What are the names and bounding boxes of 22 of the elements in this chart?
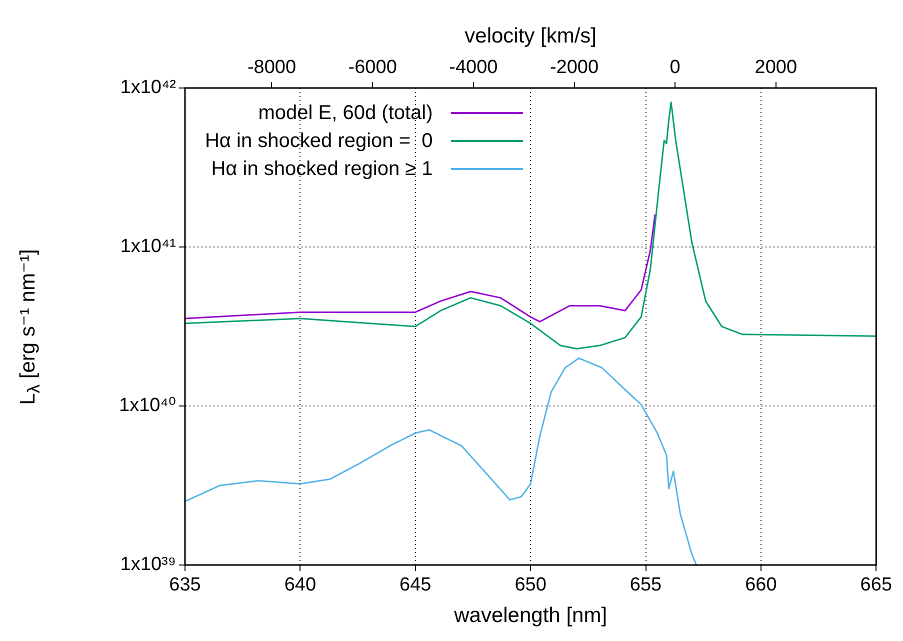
x-tick-label: 655 [630,574,662,596]
x-tick-label: 665 [860,574,892,596]
legend-label: Hα in shocked region = 0 [204,129,433,154]
y-tick-label: 1x10⁴² [120,77,176,98]
legend-label: model E, 60d (total) [258,101,433,126]
x2-axis-title: velocity [km/s] [464,24,596,48]
x2-tick-label: -8000 [247,56,296,78]
x-tick-label: 640 [284,574,316,596]
x-tick-label: 645 [400,574,432,596]
x2-tick-label: 2000 [754,56,798,78]
x2-tick-label: 0 [670,56,680,78]
y-tick-label: 1x10³⁹ [120,554,176,576]
x-tick-label: 650 [514,574,546,596]
x2-tick-label: -6000 [348,56,397,78]
x2-tick-label: -2000 [550,56,599,78]
y-tick-label: 1x10⁴¹ [120,236,176,258]
x-axis-title: wavelength [nm] [453,604,608,628]
y-tick-label: 1x10⁴⁰ [118,395,176,416]
x-tick-label: 660 [745,574,777,596]
x-tick-label: 635 [169,574,201,596]
x2-tick-label: -4000 [449,56,498,78]
legend-label: Hα in shocked region ≥ 1 [211,157,433,182]
